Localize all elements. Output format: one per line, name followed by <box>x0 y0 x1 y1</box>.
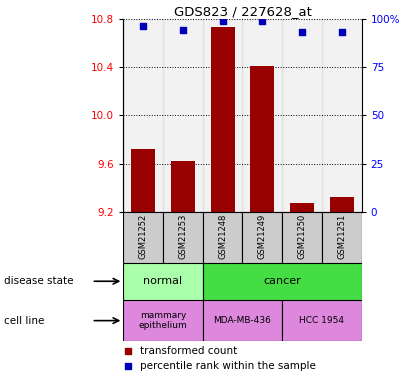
Title: GDS823 / 227628_at: GDS823 / 227628_at <box>173 4 312 18</box>
Bar <box>203 19 242 212</box>
Point <box>140 24 146 30</box>
Bar <box>131 149 155 212</box>
Bar <box>123 300 203 341</box>
Bar <box>163 212 203 262</box>
Bar <box>203 212 242 262</box>
Bar <box>322 212 362 262</box>
Point <box>125 348 132 354</box>
Bar <box>123 262 203 300</box>
Point <box>259 18 266 24</box>
Text: GSM21251: GSM21251 <box>337 213 346 259</box>
Text: cell line: cell line <box>4 316 44 326</box>
Text: normal: normal <box>143 276 182 286</box>
Text: GSM21248: GSM21248 <box>218 213 227 259</box>
Bar <box>163 19 203 212</box>
Text: MDA-MB-436: MDA-MB-436 <box>214 316 271 325</box>
Bar <box>282 19 322 212</box>
Bar <box>123 19 163 212</box>
Text: transformed count: transformed count <box>140 346 237 356</box>
Text: GSM21253: GSM21253 <box>178 213 187 259</box>
Bar <box>203 262 362 300</box>
Bar <box>171 161 195 212</box>
Point <box>180 27 186 33</box>
Text: GSM21250: GSM21250 <box>298 213 307 259</box>
Bar <box>211 27 235 212</box>
Point <box>339 29 345 35</box>
Point <box>299 29 305 35</box>
Bar <box>242 19 282 212</box>
Bar <box>203 300 282 341</box>
Text: percentile rank within the sample: percentile rank within the sample <box>140 360 316 370</box>
Point <box>219 18 226 24</box>
Text: GSM21252: GSM21252 <box>139 213 148 259</box>
Text: HCC 1954: HCC 1954 <box>300 316 344 325</box>
Bar <box>282 212 322 262</box>
Text: cancer: cancer <box>263 276 301 286</box>
Bar <box>290 203 314 212</box>
Bar <box>123 212 163 262</box>
Text: GSM21249: GSM21249 <box>258 213 267 259</box>
Bar <box>330 197 354 212</box>
Bar <box>282 300 362 341</box>
Text: mammary
epithelium: mammary epithelium <box>139 311 187 330</box>
Bar <box>250 66 274 212</box>
Bar <box>242 212 282 262</box>
Bar <box>322 19 362 212</box>
Text: disease state: disease state <box>4 276 74 286</box>
Point <box>125 363 132 369</box>
